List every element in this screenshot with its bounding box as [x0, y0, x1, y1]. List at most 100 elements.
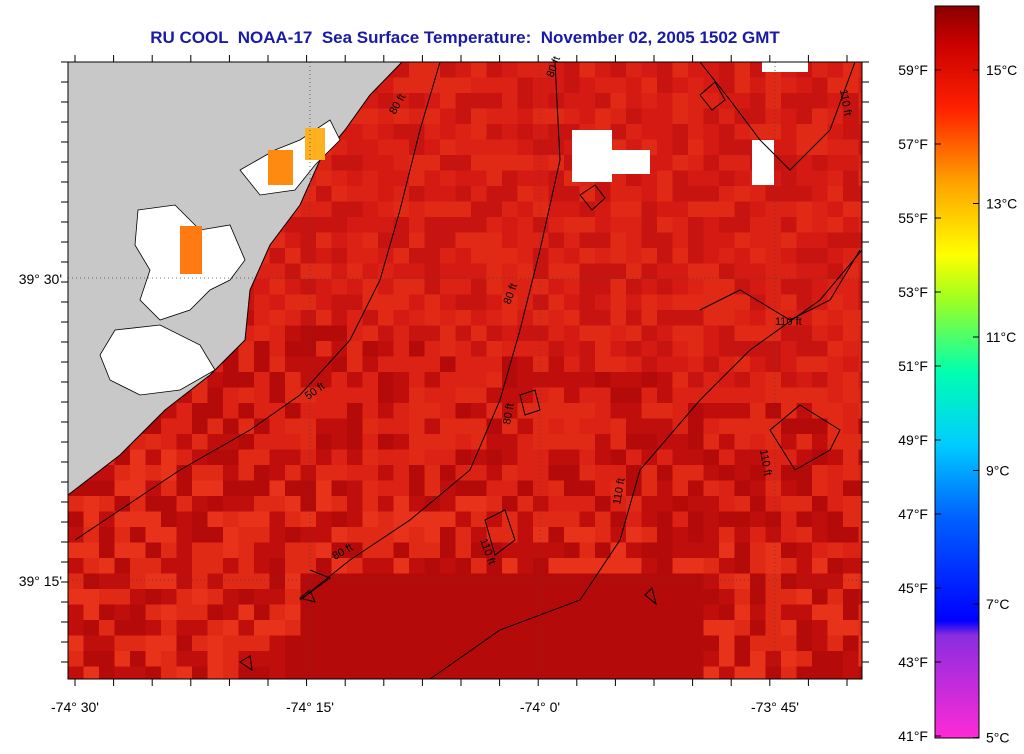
- sst-pixel: [564, 356, 581, 373]
- sst-pixel: [331, 620, 348, 637]
- sst-pixel: [688, 620, 705, 637]
- sst-pixel: [812, 217, 829, 234]
- sst-pixel: [424, 108, 441, 125]
- sst-pixel: [176, 449, 193, 466]
- sst-pixel: [781, 325, 798, 342]
- sst-pixel: [579, 434, 596, 451]
- sst-pixel: [703, 403, 720, 420]
- sst-pixel: [486, 341, 503, 358]
- sst-pixel: [703, 232, 720, 249]
- sst-pixel: [595, 449, 612, 466]
- sst-pixel: [285, 449, 302, 466]
- sst-pixel: [378, 155, 395, 172]
- sst-pixel: [68, 635, 85, 652]
- sst-pixel: [331, 542, 348, 559]
- sst-pixel: [626, 589, 643, 606]
- sst-pixel: [595, 108, 612, 125]
- sst-pixel: [827, 201, 844, 218]
- sst-pixel: [502, 248, 519, 265]
- sst-pixel: [192, 387, 209, 404]
- sst-pixel: [641, 279, 658, 296]
- sst-pixel: [533, 325, 550, 342]
- sst-pixel: [440, 310, 457, 327]
- sst-pixel: [161, 604, 178, 621]
- sst-pixel: [703, 93, 720, 110]
- sst-pixel: [409, 651, 426, 668]
- sst-pixel: [223, 573, 240, 590]
- sst-pixel: [440, 325, 457, 342]
- sst-pixel: [331, 279, 348, 296]
- sst-pixel: [362, 248, 379, 265]
- sst-pixel: [548, 434, 565, 451]
- sst-pixel: [796, 341, 813, 358]
- sst-pixel: [502, 418, 519, 435]
- sst-pixel: [223, 589, 240, 606]
- sst-pixel: [719, 279, 736, 296]
- sst-pixel: [409, 170, 426, 187]
- sst-pixel: [688, 387, 705, 404]
- sst-pixel: [409, 604, 426, 621]
- sst-pixel: [502, 279, 519, 296]
- sst-pixel: [223, 511, 240, 528]
- sst-pixel: [626, 232, 643, 249]
- sst-pixel: [548, 124, 565, 141]
- sst-pixel: [843, 620, 860, 637]
- sst-pixel: [703, 279, 720, 296]
- sst-pixel: [331, 573, 348, 590]
- sst-pixel: [734, 620, 751, 637]
- sst-pixel: [812, 248, 829, 265]
- sst-pixel: [269, 589, 286, 606]
- sst-pixel: [316, 325, 333, 342]
- sst-pixel: [378, 263, 395, 280]
- sst-pixel: [130, 589, 147, 606]
- sst-pixel: [378, 666, 395, 679]
- sst-pixel: [440, 573, 457, 590]
- sst-pixel: [517, 635, 534, 652]
- sst-pixel: [455, 465, 472, 482]
- sst-pixel: [362, 589, 379, 606]
- sst-pixel: [254, 449, 271, 466]
- sst-pixel: [564, 108, 581, 125]
- sst-pixel: [781, 248, 798, 265]
- sst-pixel: [734, 186, 751, 203]
- sst-pixel: [347, 217, 364, 234]
- sst-pixel: [750, 589, 767, 606]
- sst-pixel: [300, 263, 317, 280]
- sst-pixel: [719, 651, 736, 668]
- sst-pixel: [827, 480, 844, 497]
- sst-pixel: [285, 604, 302, 621]
- sst-pixel: [440, 62, 457, 79]
- sst-pixel: [331, 248, 348, 265]
- sst-pixel: [734, 434, 751, 451]
- sst-pixel: [657, 170, 674, 187]
- sst-pixel: [703, 635, 720, 652]
- sst-pixel: [657, 465, 674, 482]
- sst-pixel: [300, 480, 317, 497]
- sst-pixel: [595, 294, 612, 311]
- lat-label: 39° 15': [19, 573, 62, 589]
- sst-pixel: [734, 449, 751, 466]
- sst-pixel: [502, 387, 519, 404]
- sst-pixel: [285, 465, 302, 482]
- sst-pixel: [176, 635, 193, 652]
- sst-pixel: [595, 310, 612, 327]
- sst-pixel: [207, 542, 224, 559]
- sst-pixel: [610, 403, 627, 420]
- sst-pixel: [796, 496, 813, 513]
- sst-pixel: [843, 496, 860, 513]
- sst-pixel: [657, 186, 674, 203]
- sst-pixel: [533, 93, 550, 110]
- sst-pixel: [858, 217, 862, 234]
- sst-pixel: [626, 294, 643, 311]
- sst-pixel: [703, 325, 720, 342]
- sst-pixel: [610, 279, 627, 296]
- sst-pixel: [424, 124, 441, 141]
- sst-pixel: [858, 589, 862, 606]
- sst-pixel: [517, 170, 534, 187]
- sst-pixel: [207, 418, 224, 435]
- sst-pixel: [595, 372, 612, 389]
- sst-pixel: [579, 651, 596, 668]
- sst-pixel: [486, 604, 503, 621]
- sst-pixel: [827, 651, 844, 668]
- sst-pixel: [843, 356, 860, 373]
